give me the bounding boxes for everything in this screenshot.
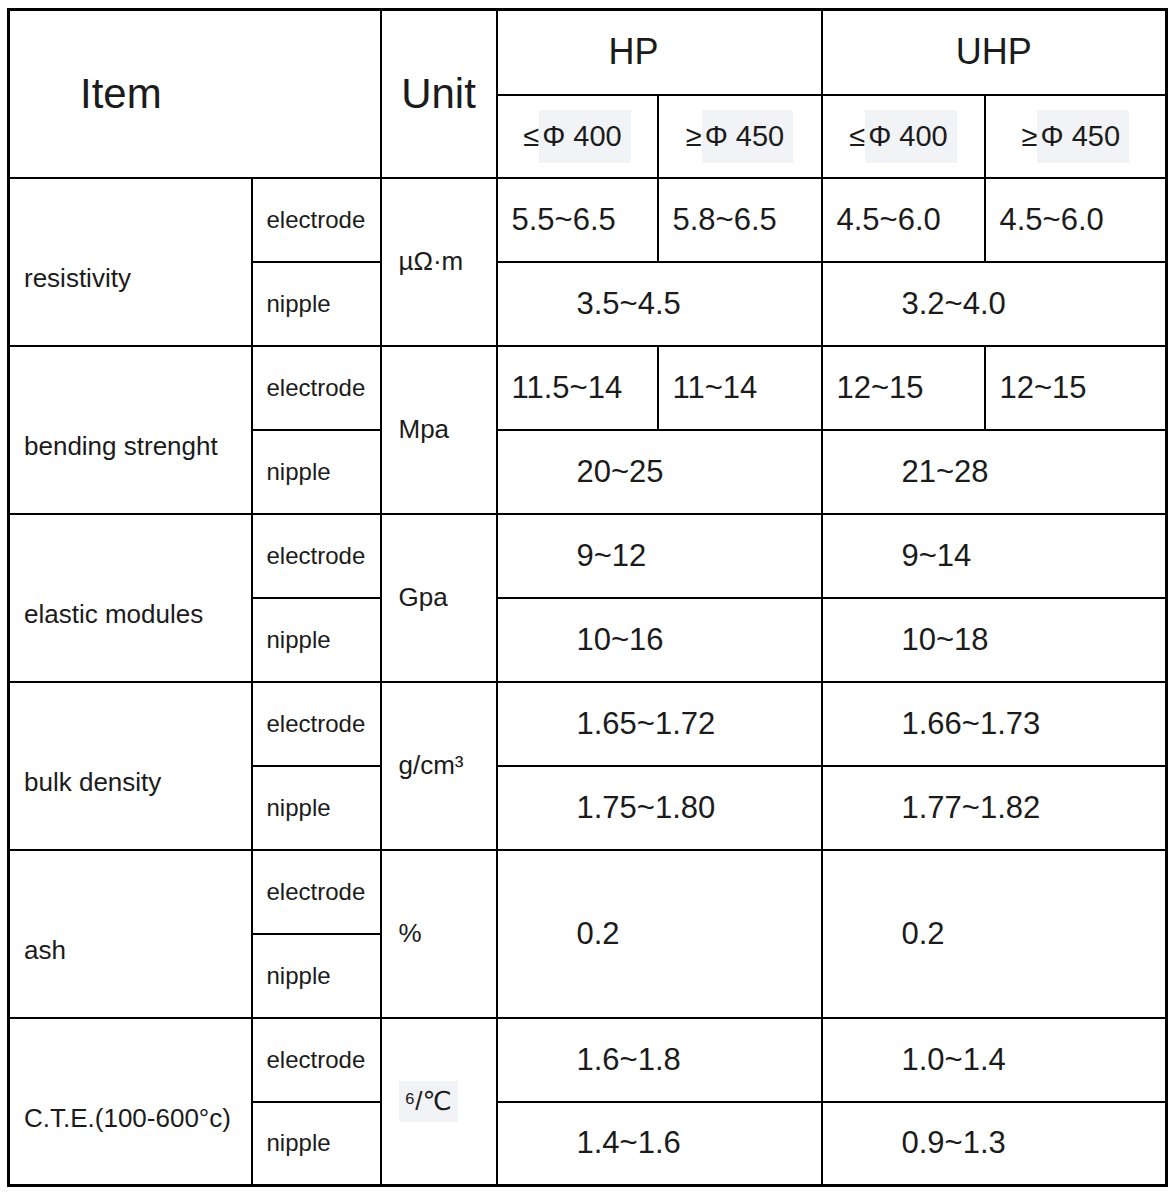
unit-highlight: ⁶/℃ xyxy=(399,1081,458,1122)
value-cell: 3.5~4.5 xyxy=(497,262,822,346)
electrode-label-cell: electrode xyxy=(252,514,381,598)
header-size-hp-ge450: ≥Φ 450 xyxy=(658,95,822,178)
value-cell: 11~14 xyxy=(658,346,822,430)
size-prefix: ≥ xyxy=(686,120,702,152)
size-label-highlight: Φ 400 xyxy=(865,110,957,163)
size-label-highlight: Φ 450 xyxy=(1037,110,1129,163)
value-cell: 1.4~1.6 xyxy=(497,1102,822,1186)
electrode-label-cell: electrode xyxy=(252,346,381,430)
value-cell: 1.65~1.72 xyxy=(497,682,822,766)
row-ash-electrode: ash electrode % 0.2 0.2 xyxy=(9,850,1167,934)
size-prefix: ≤ xyxy=(849,120,865,152)
value-cell: 9~12 xyxy=(497,514,822,598)
value-cell: 5.5~6.5 xyxy=(497,178,658,262)
value-cell: 11.5~14 xyxy=(497,346,658,430)
electrode-label-cell: electrode xyxy=(252,850,381,934)
row-elastic-electrode: elastic modules electrode Gpa 9~12 9~14 xyxy=(9,514,1167,598)
value-cell: 21~28 xyxy=(822,430,1167,514)
row-bending-electrode: bending strenght electrode Mpa 11.5~14 1… xyxy=(9,346,1167,430)
value-cell: 0.2 xyxy=(497,850,822,1018)
row-bulkdensity-electrode: bulk density electrode g/cm³ 1.65~1.72 1… xyxy=(9,682,1167,766)
electrode-label-cell: electrode xyxy=(252,178,381,262)
value-cell: 0.9~1.3 xyxy=(822,1102,1167,1186)
unit-cell: g/cm³ xyxy=(381,682,497,850)
value-cell: 10~16 xyxy=(497,598,822,682)
value-cell: 9~14 xyxy=(822,514,1167,598)
size-prefix: ≥ xyxy=(1022,120,1038,152)
item-name-cell: elastic modules xyxy=(9,514,252,682)
electrode-label-cell: electrode xyxy=(252,1018,381,1102)
unit-cell: µΩ·m xyxy=(381,178,497,346)
size-label-highlight: Φ 450 xyxy=(702,110,794,163)
electrode-label-cell: electrode xyxy=(252,682,381,766)
value-cell: 0.2 xyxy=(822,850,1167,1018)
header-size-hp-le400: ≤Φ 400 xyxy=(497,95,658,178)
nipple-label-cell: nipple xyxy=(252,1102,381,1186)
header-unit-cell: Unit xyxy=(381,10,497,178)
item-name-cell: resistivity xyxy=(9,178,252,346)
unit-cell: Mpa xyxy=(381,346,497,514)
item-name-cell: bulk density xyxy=(9,682,252,850)
value-cell: 12~15 xyxy=(985,346,1167,430)
nipple-label-cell: nipple xyxy=(252,430,381,514)
item-name-cell: ash xyxy=(9,850,252,1018)
value-cell: 3.2~4.0 xyxy=(822,262,1167,346)
size-label-highlight: Φ 400 xyxy=(539,110,631,163)
header-size-uhp-le400: ≤Φ 400 xyxy=(822,95,985,178)
value-cell: 1.77~1.82 xyxy=(822,766,1167,850)
item-name-cell: C.T.E.(100-600°c) xyxy=(9,1018,252,1186)
nipple-label-cell: nipple xyxy=(252,262,381,346)
value-cell: 4.5~6.0 xyxy=(985,178,1167,262)
header-group-uhp: UHP xyxy=(822,10,1167,95)
value-cell: 1.75~1.80 xyxy=(497,766,822,850)
value-cell: 12~15 xyxy=(822,346,985,430)
page: Item Unit HP UHP ≤Φ 400 ≥Φ 450 ≤Φ 400 ≥Φ… xyxy=(0,0,1172,1194)
item-name-cell: bending strenght xyxy=(9,346,252,514)
value-cell: 1.0~1.4 xyxy=(822,1018,1167,1102)
nipple-label-cell: nipple xyxy=(252,934,381,1018)
value-cell: 10~18 xyxy=(822,598,1167,682)
nipple-label-cell: nipple xyxy=(252,598,381,682)
nipple-label-cell: nipple xyxy=(252,766,381,850)
unit-cell: ⁶/℃ xyxy=(381,1018,497,1186)
row-cte-electrode: C.T.E.(100-600°c) electrode ⁶/℃ 1.6~1.8 … xyxy=(9,1018,1167,1102)
value-cell: 20~25 xyxy=(497,430,822,514)
value-cell: 4.5~6.0 xyxy=(822,178,985,262)
spec-table: Item Unit HP UHP ≤Φ 400 ≥Φ 450 ≤Φ 400 ≥Φ… xyxy=(7,8,1168,1187)
header-item-cell: Item xyxy=(9,10,381,178)
header-group-hp: HP xyxy=(497,10,822,95)
unit-cell: Gpa xyxy=(381,514,497,682)
value-cell: 5.8~6.5 xyxy=(658,178,822,262)
unit-cell: % xyxy=(381,850,497,1018)
row-resistivity-electrode: resistivity electrode µΩ·m 5.5~6.5 5.8~6… xyxy=(9,178,1167,262)
value-cell: 1.6~1.8 xyxy=(497,1018,822,1102)
header-row-groups: Item Unit HP UHP xyxy=(9,10,1167,95)
value-cell: 1.66~1.73 xyxy=(822,682,1167,766)
size-prefix: ≤ xyxy=(523,120,539,152)
header-size-uhp-ge450: ≥Φ 450 xyxy=(985,95,1167,178)
